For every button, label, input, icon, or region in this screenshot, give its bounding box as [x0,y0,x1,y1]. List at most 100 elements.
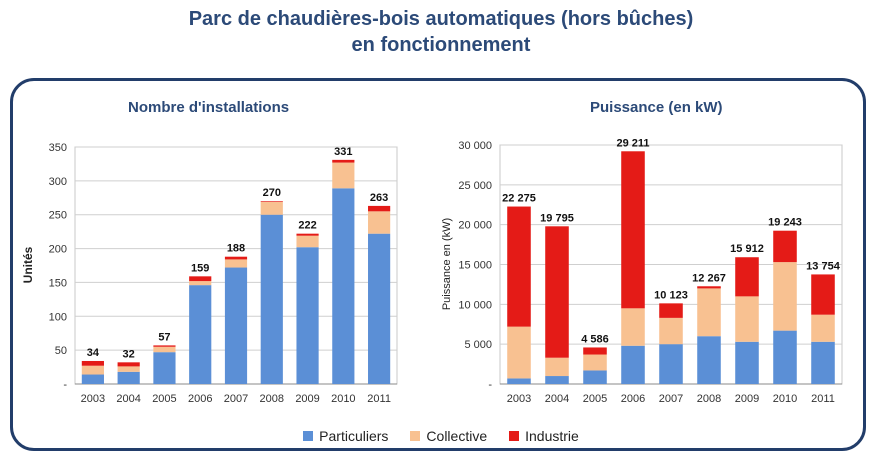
installations-y-tick-label: 100 [49,311,67,323]
puissance-total-label-2004: 19 795 [540,212,574,224]
chart-frame [10,78,866,451]
installations-bar-particuliers-2008 [260,214,283,384]
installations-bar-collective-2007 [224,259,248,268]
installations-bar-particuliers-2007 [224,267,248,384]
installations-total-label-2003: 34 [87,347,100,359]
installations-total-label-2005: 57 [158,331,170,343]
puissance-x-tick-label-2004: 2004 [545,393,569,405]
installations-x-tick-label-2004: 2004 [116,393,140,405]
installations-bar-industrie-2004 [117,362,140,367]
installations-bar-collective-2009 [296,235,319,248]
puissance-bar-particuliers-2011 [811,341,835,384]
puissance-bar-collective-2004 [545,357,569,377]
installations-total-label-2004: 32 [123,348,135,360]
installations-bar-collective-2011 [368,211,391,234]
puissance-bar-collective-2003 [507,326,531,379]
installations-x-tick-label-2010: 2010 [331,393,355,405]
installations-x-tick-label-2008: 2008 [260,393,284,405]
puissance-total-label-2007: 10 123 [654,289,688,301]
installations-total-label-2007: 188 [227,243,245,255]
puissance-bar-collective-2009 [735,296,759,342]
puissance-bar-particuliers-2005 [583,370,607,384]
installations-bar-industrie-2003 [81,360,104,366]
installations-bar-particuliers-2009 [296,247,319,384]
installations-y-tick-label: - [63,379,67,391]
installations-total-label-2008: 270 [263,187,281,199]
puissance-y-tick-label: 15 000 [458,260,492,272]
puissance-bar-industrie-2006 [621,151,645,309]
puissance-total-label-2005: 4 586 [581,333,609,345]
legend-swatch-particuliers [303,431,314,441]
legend-item-industrie: Industrie [509,428,579,444]
installations-bar-industrie-2010 [332,159,355,163]
installations-x-tick-label-2011: 2011 [367,393,391,405]
puissance-x-tick-label-2011: 2011 [811,393,835,405]
puissance-bar-particuliers-2007 [659,344,683,384]
installations-bar-particuliers-2004 [117,371,140,384]
puissance-y-tick-label: 5 000 [464,339,492,351]
puissance-bar-particuliers-2010 [773,330,797,384]
installations-y-axis-label: Unités [21,246,35,283]
installations-x-tick-label-2006: 2006 [188,393,212,405]
chart-title-installations: Nombre d'installations [128,99,290,116]
installations-bar-particuliers-2003 [81,374,104,384]
installations-bar-particuliers-2005 [153,352,176,384]
puissance-y-axis-label: Puissance en (kW) [441,218,453,310]
legend-item-particuliers: Particuliers [303,428,388,444]
legend-swatch-industrie [509,431,520,441]
installations-y-tick-label: 150 [49,277,67,289]
puissance-total-label-2011: 13 754 [806,260,841,272]
installations-x-tick-label-2003: 2003 [81,393,105,405]
installations-total-label-2006: 159 [191,262,209,274]
page-title-line-1: Parc de chaudières-bois automatiques (ho… [188,8,694,30]
installations-bar-collective-2005 [153,346,176,353]
puissance-total-label-2010: 19 243 [768,217,802,229]
puissance-bar-particuliers-2009 [735,341,759,384]
puissance-bar-collective-2010 [773,262,797,331]
installations-bar-particuliers-2011 [368,233,391,384]
legend-swatch-collective [410,431,421,441]
installations-total-label-2011: 263 [370,192,388,204]
puissance-bar-industrie-2008 [697,286,721,289]
puissance-bar-industrie-2010 [773,230,797,263]
puissance-bar-particuliers-2008 [697,336,721,384]
legend: Particuliers Collective Industrie [0,428,882,444]
installations-y-tick-label: 250 [49,210,67,222]
installations-bar-collective-2003 [81,365,104,375]
puissance-bar-industrie-2011 [811,274,835,315]
legend-label-industrie: Industrie [525,428,579,444]
installations-bar-collective-2008 [260,201,283,215]
page-title-line-2: en fonctionnement [351,34,531,56]
puissance-bar-collective-2007 [659,317,683,345]
puissance-bar-particuliers-2004 [545,376,569,384]
puissance-y-tick-label: 10 000 [458,299,492,311]
puissance-y-tick-label: 25 000 [458,180,492,192]
puissance-bar-industrie-2004 [545,226,569,358]
installations-bar-industrie-2008 [260,201,283,202]
puissance-total-label-2006: 29 211 [616,137,649,149]
puissance-x-tick-label-2010: 2010 [773,393,797,405]
puissance-bar-industrie-2005 [583,347,607,355]
puissance-bar-collective-2011 [811,314,835,342]
puissance-x-tick-label-2008: 2008 [697,393,721,405]
installations-bar-particuliers-2010 [332,188,355,384]
puissance-y-tick-label: 30 000 [458,140,492,152]
installations-bar-collective-2004 [117,366,140,372]
installations-bar-industrie-2006 [189,276,212,282]
installations-x-tick-label-2007: 2007 [224,393,248,405]
installations-y-tick-label: 350 [49,142,67,154]
installations-total-label-2010: 331 [334,146,352,158]
puissance-bar-collective-2005 [583,354,607,371]
puissance-y-tick-label: - [488,379,492,391]
installations-bar-collective-2010 [332,162,355,189]
puissance-total-label-2008: 12 267 [692,272,726,284]
legend-label-particuliers: Particuliers [319,428,389,444]
installations-x-tick-label-2005: 2005 [152,393,176,405]
chart-title-puissance: Puissance (en kW) [590,99,723,116]
legend-item-collective: Collective [410,428,487,444]
puissance-bar-industrie-2003 [507,206,531,327]
puissance-bar-collective-2006 [621,308,645,346]
installations-total-label-2009: 222 [298,220,316,232]
